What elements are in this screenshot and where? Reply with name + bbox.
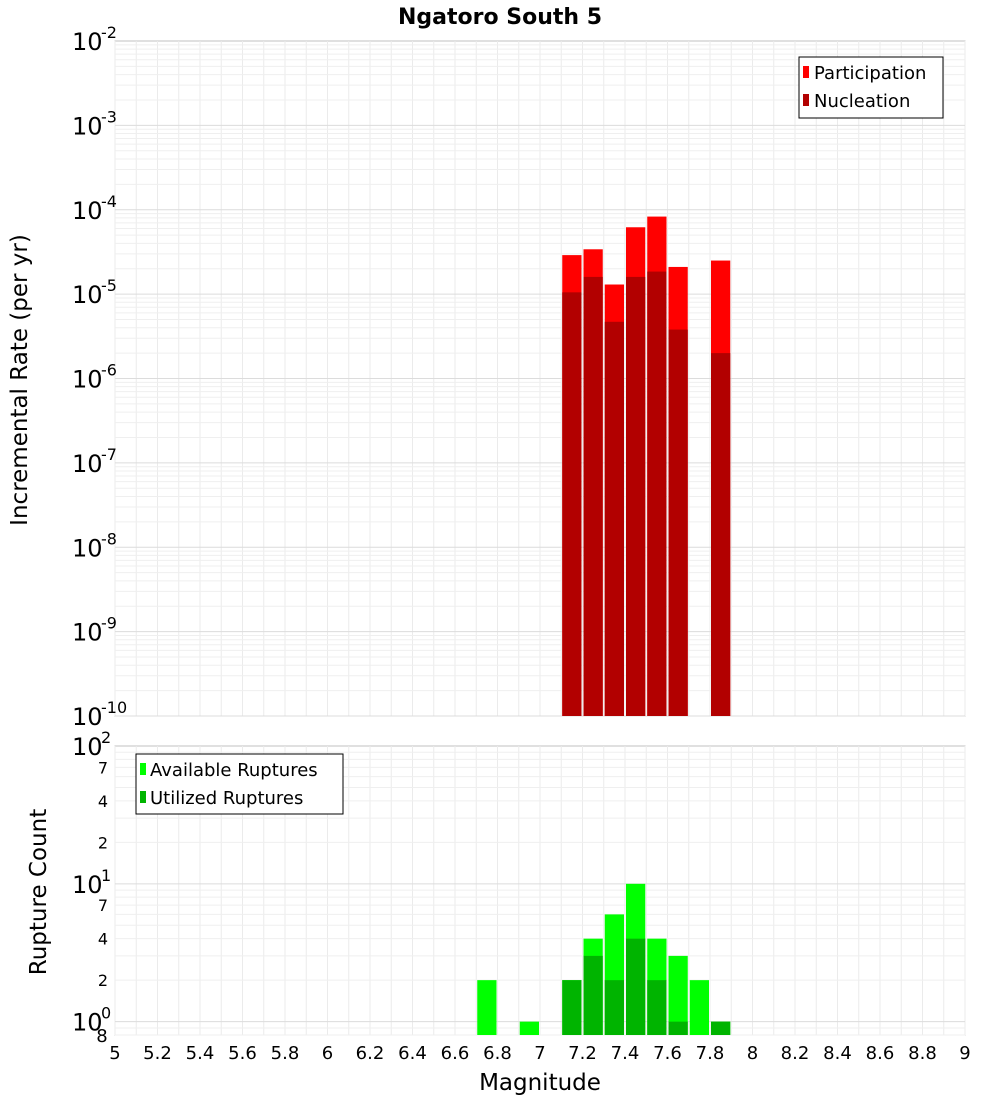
rate-y-tick-base: 10 — [72, 534, 103, 562]
available-ruptures-bar — [668, 955, 688, 1035]
rate-y-tick-base: 10 — [72, 28, 103, 56]
rate-legend-swatch — [803, 94, 809, 106]
rate-y-tick-exponent: -5 — [101, 276, 117, 295]
x-tick-label: 7.2 — [568, 1043, 597, 1064]
rate-y-tick-exponent: -9 — [101, 614, 117, 633]
x-tick-label: 5.2 — [143, 1043, 172, 1064]
rate-legend-swatch — [803, 66, 809, 78]
rupture-legend-label: Utilized Ruptures — [150, 788, 303, 809]
rupture-y-tick-exponent: 0 — [101, 1004, 111, 1023]
rupture-y-minor-tick: 4 — [98, 930, 108, 949]
available-ruptures-bar — [689, 980, 709, 1035]
rupture-legend-box — [135, 753, 344, 815]
x-axis-label: Magnitude — [479, 1070, 601, 1096]
rate-y-tick-base: 10 — [72, 619, 103, 647]
rate-y-tick-base: 10 — [72, 197, 103, 225]
utilized-ruptures-bar — [647, 980, 667, 1035]
utilized-ruptures-bar — [583, 955, 603, 1035]
x-tick-label: 6.6 — [441, 1043, 470, 1064]
x-tick-label: 5.4 — [186, 1043, 215, 1064]
nucleation-bar — [711, 353, 731, 716]
utilized-ruptures-bar — [626, 938, 646, 1035]
x-tick-label: 8 — [747, 1043, 758, 1064]
rate-legend-label: Participation — [814, 63, 926, 84]
rupture-y-minor-tick: 2 — [98, 833, 108, 852]
nucleation-bar — [668, 329, 688, 716]
available-ruptures-bar — [519, 1021, 539, 1035]
x-tick-label: 5.8 — [271, 1043, 300, 1064]
nucleation-bar — [626, 276, 646, 716]
nucleation-bar — [647, 271, 667, 716]
nucleation-bar — [562, 292, 582, 716]
rupture-y-tick-base: 10 — [72, 1009, 103, 1037]
rate-y-tick-exponent: -6 — [101, 361, 117, 380]
rate-y-tick-exponent: -4 — [101, 192, 117, 211]
rupture-y-tick-exponent: 1 — [101, 866, 111, 885]
rupture-legend-label: Available Ruptures — [150, 760, 318, 781]
rupture-y-minor-tick: 2 — [98, 971, 108, 990]
x-tick-label: 6.2 — [356, 1043, 385, 1064]
rupture-bars — [477, 883, 731, 1035]
rate-bars — [562, 216, 731, 716]
rate-y-tick-base: 10 — [72, 703, 103, 731]
utilized-ruptures-bar — [562, 980, 582, 1035]
rupture-y-tick-base: 10 — [72, 871, 103, 899]
rate-y-tick-exponent: -10 — [101, 698, 127, 717]
rate-legend: Participation Nucleation — [798, 56, 944, 119]
rupture-y-minor-tick: 7 — [98, 758, 108, 777]
rate-y-tick-base: 10 — [72, 366, 103, 394]
x-tick-label: 7.8 — [696, 1043, 725, 1064]
rupture-legend-swatch — [140, 763, 146, 775]
utilized-ruptures-bar — [604, 980, 624, 1035]
x-tick-label: 8.8 — [908, 1043, 937, 1064]
x-tick-label: 6.8 — [483, 1043, 512, 1064]
utilized-ruptures-bar — [711, 1021, 731, 1035]
rupture-y-minor-tick: 7 — [98, 896, 108, 915]
chart-title: Ngatoro South 5 — [398, 5, 602, 30]
rate-y-axis-label: Incremental Rate (per yr) — [7, 234, 33, 526]
rupture-y-axis-label: Rupture Count — [26, 809, 52, 975]
rate-legend-label: Nucleation — [814, 91, 910, 112]
rupture-y-minor-tick: 8 — [96, 1026, 107, 1047]
x-tick-label: 5.6 — [228, 1043, 257, 1064]
rupture-y-tick-base: 10 — [72, 733, 103, 761]
rupture-y-minor-tick: 4 — [98, 792, 108, 811]
rate-y-tick-exponent: -3 — [101, 107, 117, 126]
available-ruptures-bar — [477, 980, 497, 1035]
x-tick-label: 8.2 — [781, 1043, 810, 1064]
x-tick-label: 9 — [959, 1043, 970, 1064]
nucleation-bar — [604, 321, 624, 716]
rate-y-tick-exponent: -7 — [101, 445, 117, 464]
x-tick-label: 7 — [534, 1043, 545, 1064]
rate-y-tick-base: 10 — [72, 112, 103, 140]
nucleation-bar — [583, 276, 603, 716]
rate-gridlines — [114, 41, 966, 717]
rate-y-tick-base: 10 — [72, 450, 103, 478]
rupture-y-tick-exponent: 2 — [101, 728, 111, 747]
rate-legend-box — [798, 56, 944, 119]
rate-y-tick-base: 10 — [72, 281, 103, 309]
x-tick-label: 8.4 — [823, 1043, 852, 1064]
rupture-legend-swatch — [140, 791, 146, 803]
x-tick-label: 5 — [109, 1043, 120, 1064]
x-tick-label: 7.6 — [653, 1043, 682, 1064]
x-tick-label: 6.4 — [398, 1043, 427, 1064]
rupture-legend: Available Ruptures Utilized Ruptures — [135, 753, 344, 815]
utilized-ruptures-bar — [668, 1021, 688, 1035]
x-tick-label: 7.4 — [611, 1043, 640, 1064]
magnitude-x-ticks: 5 5.2 5.4 5.6 5.8 6 6.2 6.4 6.6 6.8 7 7.2 7.4 7.6 7.8 8… — [109, 1043, 970, 1064]
rate-y-tick-exponent: -8 — [101, 529, 117, 548]
x-tick-label: 8.6 — [866, 1043, 895, 1064]
x-tick-label: 6 — [322, 1043, 333, 1064]
rate-y-tick-exponent: -2 — [101, 23, 117, 42]
